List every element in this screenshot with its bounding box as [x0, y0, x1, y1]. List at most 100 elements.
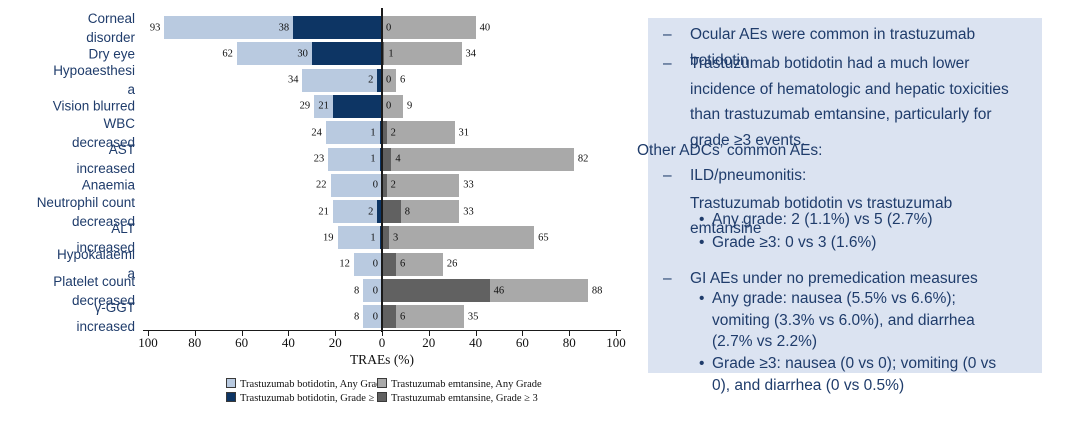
- value-botidotin-any: 19: [323, 232, 334, 244]
- value-botidotin-any: 34: [287, 74, 299, 86]
- value-emtansine-any: 31: [458, 127, 470, 139]
- bar-emtansine-grade3: [382, 147, 392, 171]
- legend-swatch: [226, 378, 236, 388]
- bar-botidotin-any: [332, 200, 378, 224]
- value-emtansine-grade3: 1: [388, 48, 394, 60]
- bar-botidotin-any: [302, 68, 378, 92]
- x-axis-tick: [428, 331, 430, 336]
- bar-botidotin-any: [328, 147, 380, 171]
- value-emtansine-any: 82: [577, 153, 589, 165]
- value-botidotin-any: 93: [149, 22, 161, 33]
- bar-emtansine-grade3: [382, 173, 387, 197]
- bar-emtansine-any: [489, 279, 588, 302]
- x-axis-tick-label: 60: [235, 335, 249, 350]
- bar-botidotin-grade3: [379, 226, 382, 250]
- value-emtansine-any: 33: [463, 179, 474, 191]
- bar-emtansine-any: [386, 121, 455, 145]
- value-botidotin-grade3: 0: [372, 258, 378, 270]
- panel-text-line: Trastuzumab botidotin had a much lower i…: [690, 55, 1009, 149]
- legend-swatch: [226, 392, 236, 402]
- dot-bullet: •: [699, 211, 705, 228]
- x-axis-tick-label: 40: [281, 335, 295, 350]
- legend-item: Trastuzumab botidotin, Grade ≥ 3: [226, 392, 382, 404]
- dash-bullet: –: [663, 55, 672, 72]
- category-label: WBC decreased: [71, 115, 135, 150]
- value-emtansine-grade3: 0: [386, 22, 392, 33]
- legend-item: Trastuzumab emtansine, Any Grade: [377, 378, 542, 390]
- category-label: Hypoaesthesi a: [53, 63, 135, 98]
- value-botidotin-any: 8: [354, 311, 360, 323]
- value-botidotin-grade3: 1: [370, 153, 376, 165]
- bar-emtansine-any: [382, 16, 476, 39]
- x-axis-tick: [288, 331, 290, 336]
- legend-label: Trastuzumab botidotin, Grade ≥ 3: [240, 393, 383, 404]
- bar-emtansine-any: [396, 305, 464, 329]
- bar-emtansine-grade3: [382, 121, 387, 145]
- value-emtansine-any: 34: [465, 48, 477, 60]
- category-label: Vision blurred: [52, 98, 135, 114]
- x-axis-tick: [241, 331, 243, 336]
- bar-emtansine-any: [391, 147, 574, 171]
- bar-botidotin-grade3: [293, 16, 382, 39]
- value-emtansine-any: 40: [479, 22, 491, 33]
- bar-botidotin-any: [314, 94, 333, 118]
- bar-botidotin-any: [164, 16, 294, 39]
- panel-text-line: ILD/pneumonitis:: [690, 167, 807, 184]
- dash-bullet: –: [663, 167, 672, 184]
- value-botidotin-grade3: 2: [368, 206, 374, 218]
- x-axis-tick: [616, 331, 617, 336]
- panel-text-line: Any grade: 2 (1.1%) vs 5 (2.7%): [712, 211, 933, 228]
- value-emtansine-grade3: 6: [400, 258, 406, 270]
- panel-background: [648, 18, 1042, 373]
- value-emtansine-grade3: 0: [386, 74, 392, 86]
- bar-emtansine-any: [382, 68, 397, 92]
- x-axis-tick: [335, 331, 337, 336]
- category-label: Dry eye: [88, 46, 135, 62]
- category-label: ALT increased: [76, 220, 135, 255]
- legend-swatch: [377, 392, 387, 402]
- bar-emtansine-any: [400, 200, 460, 224]
- x-axis-tick: [475, 331, 477, 336]
- value-botidotin-any: 21: [318, 206, 329, 218]
- value-botidotin-grade3: 30: [297, 48, 308, 60]
- value-botidotin-any: 62: [222, 48, 233, 60]
- bar-botidotin-grade3: [379, 121, 382, 145]
- category-label: Corneal disorder: [86, 10, 135, 45]
- bar-botidotin-any: [363, 305, 382, 329]
- legend-item: Trastuzumab botidotin, Any Grade: [226, 378, 386, 390]
- zero-axis-line: [381, 8, 383, 332]
- panel-text-line: Trastuzumab botidotin vs trastuzumab emt…: [690, 195, 953, 237]
- value-emtansine-any: 26: [446, 258, 458, 270]
- x-axis-tick: [148, 331, 149, 336]
- value-botidotin-any: 8: [354, 285, 360, 296]
- bar-emtansine-grade3: [382, 200, 401, 224]
- bar-botidotin-any: [363, 279, 382, 302]
- value-botidotin-grade3: 1: [370, 232, 376, 244]
- panel-text-line: GI AEs under no premedication measures: [690, 270, 978, 287]
- dash-bullet: –: [663, 26, 672, 43]
- category-label: γ-GGT increased: [76, 299, 135, 334]
- panel-text-line: Any grade: nausea (5.5% vs 6.6%); vomiti…: [712, 290, 975, 350]
- bar-emtansine-any: [384, 42, 462, 66]
- value-emtansine-grade3: 3: [393, 232, 399, 244]
- value-emtansine-grade3: 2: [390, 179, 396, 191]
- legend-label: Trastuzumab emtansine, Any Grade: [391, 379, 542, 390]
- value-emtansine-grade3: 6: [400, 311, 406, 323]
- dot-bullet: •: [699, 355, 705, 372]
- legend-swatch: [377, 378, 387, 388]
- x-axis-tick: [522, 331, 524, 336]
- x-axis-title: TRAEs (%): [349, 352, 415, 367]
- category-label: Platelet count decreased: [53, 273, 135, 308]
- x-axis-tick-label: 20: [328, 335, 342, 350]
- x-axis-tick-label: 80: [562, 335, 576, 350]
- dash-bullet: –: [663, 270, 672, 287]
- value-botidotin-any: 23: [313, 153, 325, 165]
- bar-emtansine-any: [382, 94, 404, 118]
- x-axis-tick-label: 60: [515, 335, 529, 350]
- bar-botidotin-any: [337, 226, 380, 250]
- dot-bullet: •: [699, 290, 705, 307]
- panel-text-line: Grade ≥3: nausea (0 vs 0); vomiting (0 v…: [712, 355, 997, 394]
- x-axis-line: [143, 330, 621, 331]
